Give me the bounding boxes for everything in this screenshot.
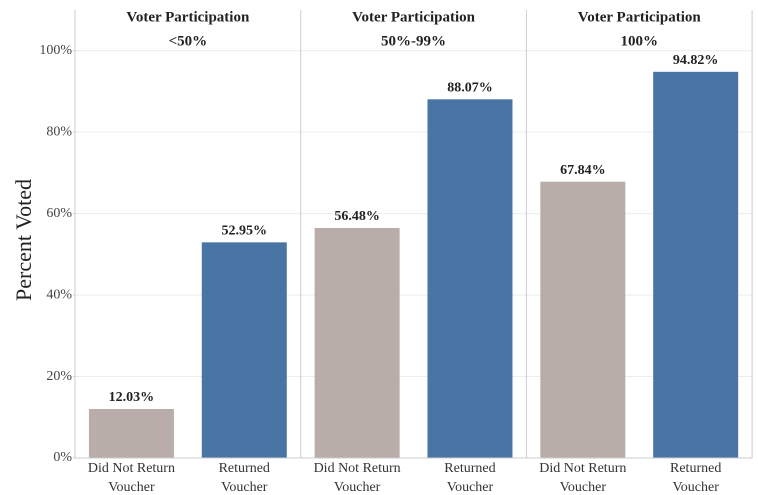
bar: [201, 242, 287, 458]
y-tick-label: 80%: [46, 124, 72, 139]
panel-subtitle: 100%: [621, 33, 659, 49]
panel-title: Voter Participation: [352, 9, 476, 25]
y-tick-label: 40%: [46, 287, 72, 302]
x-tick-label: Did Not Return Voucher: [87, 461, 175, 495]
y-tick-label: 0%: [53, 450, 72, 465]
panel-title: Voter Participation: [126, 9, 250, 25]
panel-subtitle: <50%: [169, 33, 208, 49]
value-label: 88.07%: [447, 81, 493, 96]
y-tick-label: 60%: [46, 206, 72, 221]
strip-background: [527, 10, 752, 50]
panel-subtitle: 50%-99%: [381, 33, 446, 49]
x-tick-label: Did Not Return Voucher: [539, 461, 627, 495]
value-label: 52.95%: [222, 224, 268, 239]
bar: [540, 181, 626, 458]
strip-background: [76, 10, 300, 50]
x-tick-label: Returned Voucher: [218, 461, 270, 495]
value-label: 12.03%: [109, 390, 155, 405]
value-label: 56.48%: [334, 209, 380, 224]
value-label: 67.84%: [560, 163, 606, 178]
value-label: 94.82%: [673, 53, 719, 68]
strip-background: [301, 10, 526, 50]
y-tick-label: 100%: [39, 43, 72, 58]
bar: [427, 99, 513, 458]
panel-title: Voter Participation: [578, 9, 702, 25]
x-tick-label: Returned Voucher: [670, 461, 722, 495]
x-tick-label: Returned Voucher: [444, 461, 496, 495]
x-tick-label: Did Not Return Voucher: [313, 461, 401, 495]
y-tick-label: 20%: [46, 369, 72, 384]
y-axis-label: Percent Voted: [11, 179, 36, 301]
bar: [653, 71, 739, 458]
bar: [88, 409, 174, 458]
bar: [314, 227, 400, 458]
